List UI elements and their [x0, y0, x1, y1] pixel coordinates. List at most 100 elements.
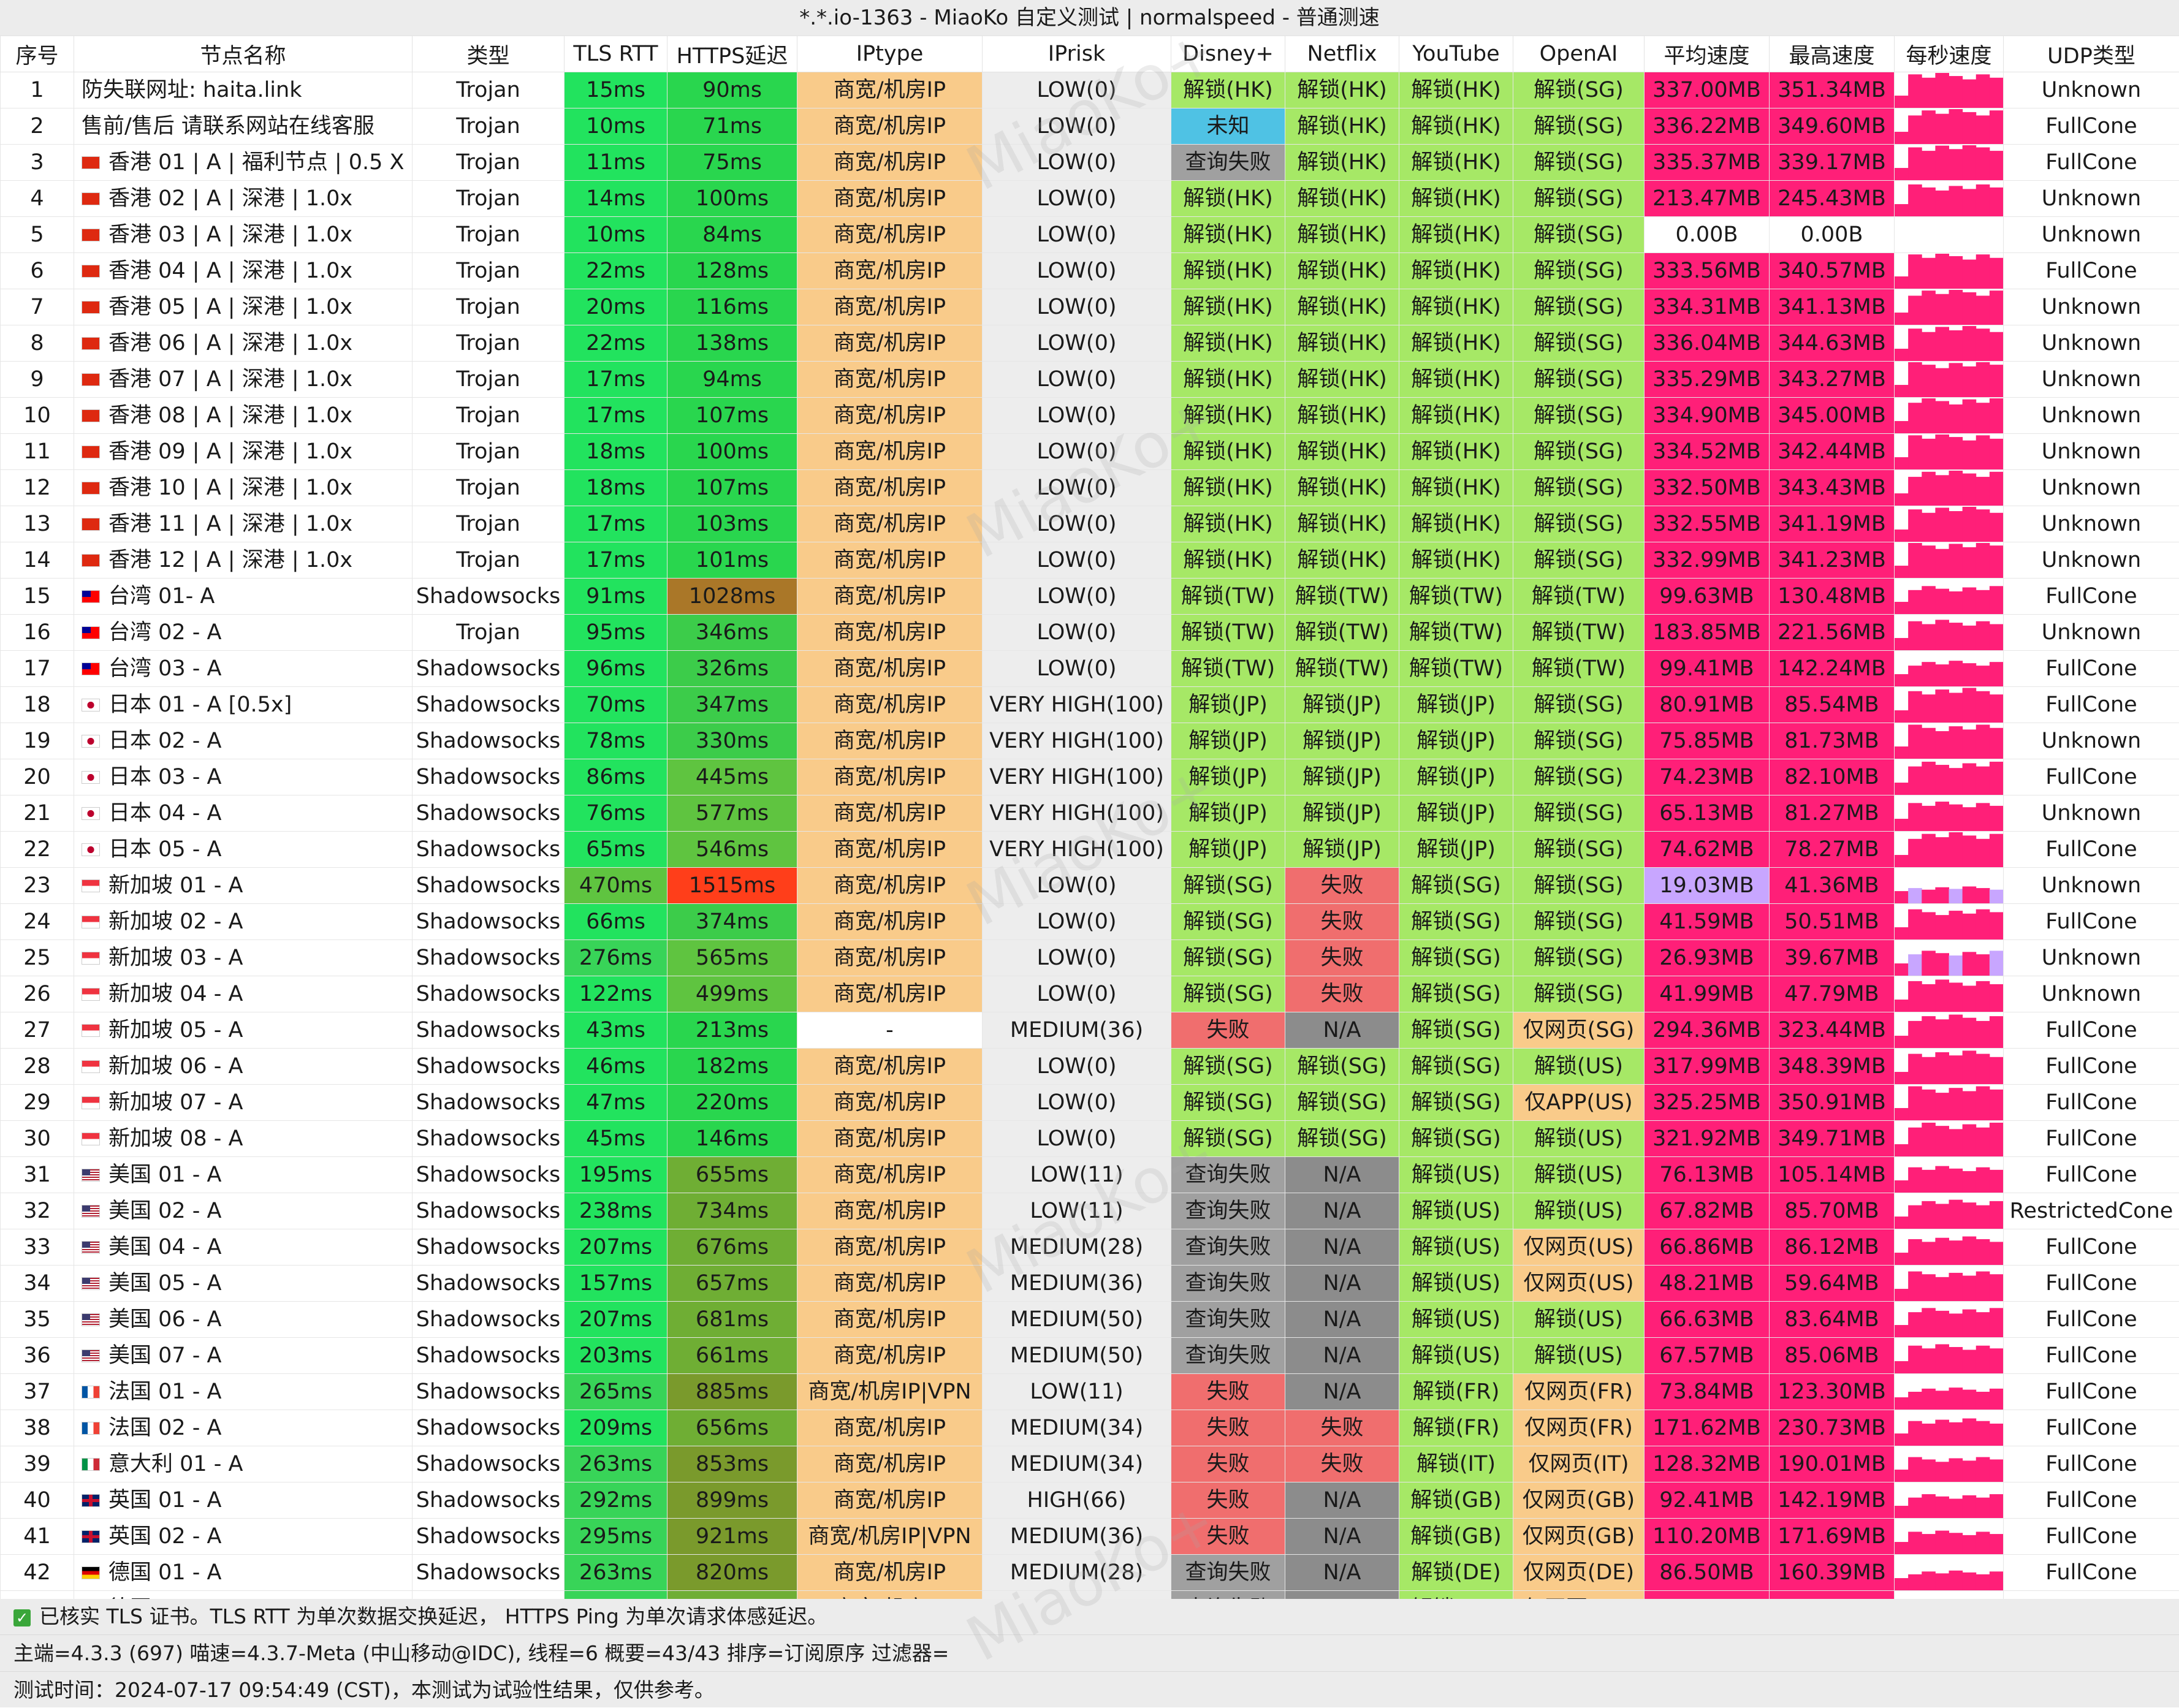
- speed-bar: [1895, 493, 1909, 506]
- speed-bar: [1949, 1199, 1963, 1228]
- column-header[interactable]: 平均速度: [1645, 36, 1770, 72]
- speed-bar: [1949, 1129, 1963, 1156]
- cell-https-latency: 657ms: [667, 1266, 797, 1302]
- column-header[interactable]: HTTPS延迟: [667, 36, 797, 72]
- cell-https-latency: 676ms: [667, 1229, 797, 1266]
- speed-bar: [1922, 889, 1936, 903]
- cell-tls-rtt: 11ms: [565, 145, 667, 181]
- speed-bar: [1949, 511, 1963, 542]
- column-header[interactable]: 每秒速度: [1895, 36, 2004, 72]
- column-header[interactable]: Netflix: [1285, 36, 1399, 72]
- column-header[interactable]: IPrisk: [983, 36, 1171, 72]
- column-header[interactable]: TLS RTT: [565, 36, 667, 72]
- column-header[interactable]: 最高速度: [1770, 36, 1895, 72]
- cell-avg-speed: 317.99MB: [1645, 1049, 1770, 1085]
- cell-avg-speed: 333.56MB: [1645, 253, 1770, 289]
- cell-disney: 失败: [1171, 1012, 1285, 1049]
- speed-bar: [1976, 403, 1990, 433]
- column-header[interactable]: OpenAI: [1513, 36, 1645, 72]
- cell-node-name: 香港 06 | A | 深港 | 1.0x: [74, 325, 413, 362]
- cell-node-name: 日本 02 - A: [74, 723, 413, 759]
- flag-jp-icon: [82, 699, 100, 712]
- cell-max-speed: 245.43MB: [1770, 181, 1895, 217]
- cell-type: Trojan: [413, 289, 565, 325]
- column-header[interactable]: Disney+: [1171, 36, 1285, 72]
- cell-tls-rtt: 14ms: [565, 181, 667, 217]
- cell-udp-type: Unknown: [2004, 398, 2179, 434]
- cell-openai: 解锁(SG): [1513, 434, 1645, 470]
- cell-node-name: 日本 01 - A [0.5x]: [74, 687, 413, 723]
- cell-avg-speed: 334.52MB: [1645, 434, 1770, 470]
- column-header[interactable]: IPtype: [797, 36, 983, 72]
- cell-max-speed: 41.36MB: [1770, 868, 1895, 904]
- column-header[interactable]: 序号: [1, 36, 74, 72]
- speed-bar: [1976, 1574, 1990, 1590]
- speed-bar: [1908, 435, 1922, 469]
- column-header[interactable]: YouTube: [1399, 36, 1513, 72]
- cell-type: Shadowsocks: [413, 976, 565, 1012]
- column-header[interactable]: UDP类型: [2004, 36, 2179, 72]
- cell-openai: 仅网页(GB): [1513, 1482, 1645, 1519]
- speed-bar: [1990, 1274, 2003, 1301]
- flag-hk-icon: [82, 446, 100, 458]
- speed-bar: [1908, 981, 1922, 1011]
- cell-avg-speed: 321.92MB: [1645, 1121, 1770, 1157]
- speed-bar: [1990, 951, 2003, 976]
- cell-max-speed: 81.73MB: [1770, 723, 1895, 759]
- cell-https-latency: 577ms: [667, 795, 797, 832]
- node-name-text: 香港 07 | A | 深港 | 1.0x: [108, 367, 352, 392]
- cell-index: 38: [1, 1410, 74, 1446]
- cell-avg-speed: 26.93MB: [1645, 940, 1770, 976]
- column-header[interactable]: 类型: [413, 36, 565, 72]
- cell-disney: 解锁(HK): [1171, 325, 1285, 362]
- cell-netflix: N/A: [1285, 1012, 1399, 1049]
- cell-openai: 解锁(SG): [1513, 795, 1645, 832]
- cell-disney: 解锁(HK): [1171, 217, 1285, 253]
- column-header[interactable]: 节点名称: [74, 36, 413, 72]
- cell-udp-type: Unknown: [2004, 723, 2179, 759]
- flag-sg-icon: [82, 1133, 100, 1145]
